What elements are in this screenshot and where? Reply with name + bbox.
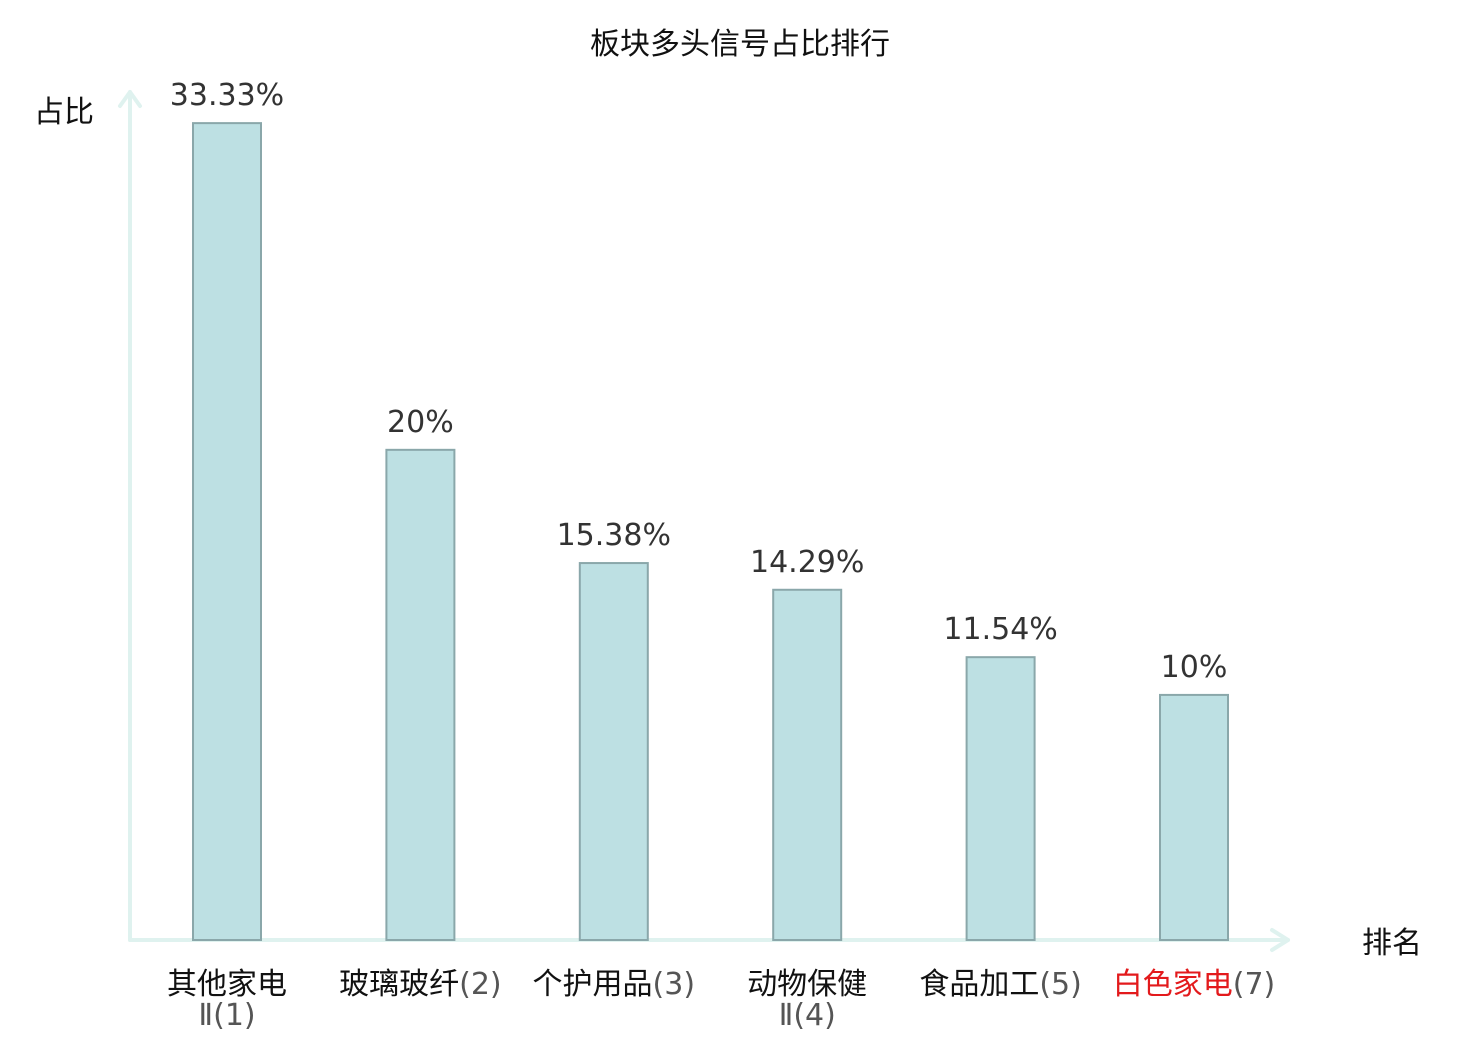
bar-value-label: 20% xyxy=(387,405,454,440)
bar-value-label: 10% xyxy=(1161,650,1228,685)
x-tick-rank: (5) xyxy=(1039,967,1082,1002)
x-tick-label: 其他家电 xyxy=(167,967,287,1002)
x-tick-label: 白色家电 xyxy=(1113,967,1233,1002)
x-tick-rank: (2) xyxy=(459,967,502,1002)
bar xyxy=(578,562,649,941)
y-axis-title: 占比 xyxy=(34,95,94,130)
x-tick-rank: (3) xyxy=(653,967,696,1002)
x-axis-arrow xyxy=(1270,928,1290,952)
x-tick-label: 食品加工 xyxy=(919,967,1039,1002)
bar xyxy=(965,656,1036,941)
value-labels-group: 33.33% 20% 15.38% 14.29% 11.54% 10% xyxy=(170,78,1228,685)
y-axis-arrow xyxy=(118,90,142,108)
bar xyxy=(192,122,262,941)
bar xyxy=(772,588,843,942)
x-tick-label: 玻璃玻纤 xyxy=(339,967,459,1002)
x-tick-label: 动物保健 xyxy=(747,967,867,1002)
bars-group xyxy=(192,122,1229,942)
x-axis-title: 排名 xyxy=(1362,926,1422,961)
x-tick-label: 个护用品 xyxy=(533,967,653,1002)
bar-value-label: 33.33% xyxy=(170,78,284,113)
bar xyxy=(1159,693,1229,941)
bar-value-label: 14.29% xyxy=(750,545,864,580)
bar xyxy=(385,448,456,941)
chart-title: 板块多头信号占比排行 xyxy=(590,27,890,62)
x-tick-rank: Ⅱ(1) xyxy=(198,998,255,1033)
bar-value-label: 11.54% xyxy=(943,612,1057,647)
x-tick-rank: Ⅱ(4) xyxy=(779,998,836,1033)
x-tick-rank: (7) xyxy=(1233,967,1276,1002)
bar-value-label: 15.38% xyxy=(557,518,671,553)
